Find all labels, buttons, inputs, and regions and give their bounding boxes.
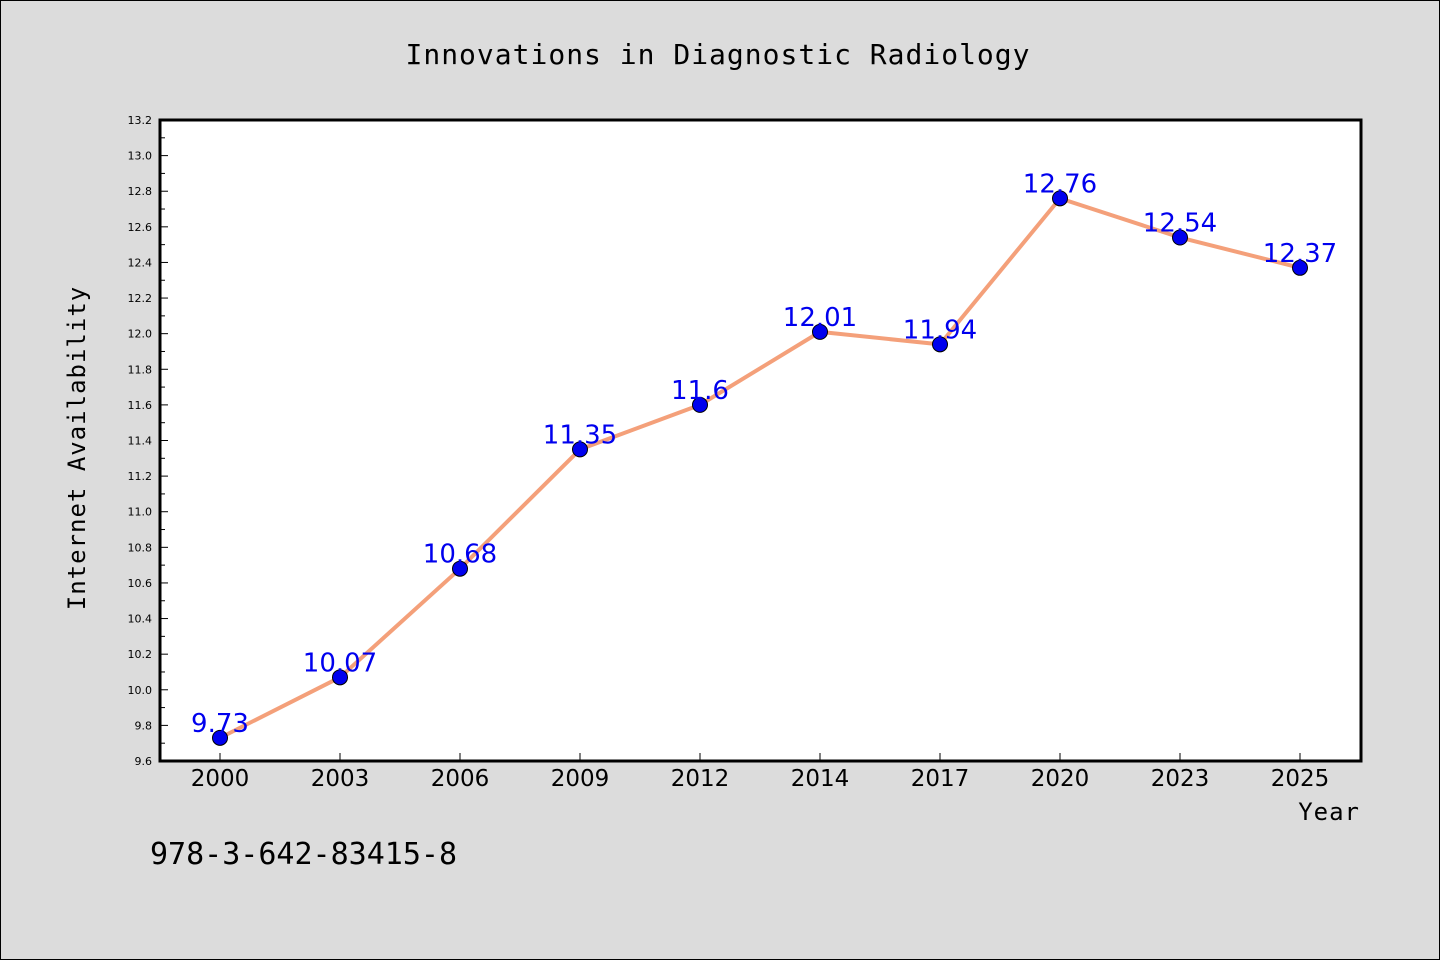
y-tick-label: 10.8 — [128, 541, 153, 554]
data-point — [692, 396, 708, 413]
x-tick-label: 2009 — [551, 766, 610, 792]
x-tick-label: 2012 — [671, 766, 730, 792]
plot-border — [158, 118, 1363, 763]
data-label: 11.35 — [543, 420, 617, 450]
y-tick-label: 11.6 — [128, 399, 153, 412]
plot-area — [160, 120, 1361, 761]
data-point — [452, 560, 468, 577]
data-point — [572, 441, 588, 458]
data-label: 10.07 — [303, 648, 377, 678]
x-tick-label: 2025 — [1271, 766, 1330, 792]
y-tick-label: 9.6 — [135, 755, 153, 768]
data-point — [1292, 259, 1308, 276]
y-tick-label: 10.4 — [128, 613, 153, 626]
y-tick-label: 13.0 — [128, 150, 153, 163]
x-tick-label: 2014 — [791, 766, 850, 792]
data-label: 11.94 — [903, 315, 977, 345]
data-point — [812, 323, 828, 340]
y-tick-label: 11.4 — [128, 435, 153, 448]
data-label: 10.68 — [423, 540, 497, 570]
y-tick-label: 9.8 — [135, 719, 153, 732]
data-point — [1172, 229, 1188, 246]
x-axis-label: Year — [1298, 798, 1360, 826]
data-point — [332, 669, 348, 686]
y-tick-label: 13.2 — [128, 114, 153, 127]
y-tick-label: 12.4 — [128, 256, 153, 269]
y-tick-label: 10.0 — [128, 684, 153, 697]
x-tick-label: 2020 — [1031, 766, 1090, 792]
x-tick-label: 2003 — [311, 766, 370, 792]
x-tick-label: 2000 — [191, 766, 250, 792]
data-label: 9.73 — [191, 709, 249, 739]
data-label: 11.6 — [671, 376, 729, 406]
y-axis-label: Internet Availability — [63, 286, 91, 610]
y-tick-label: 11.2 — [128, 470, 153, 483]
series-line — [219, 196, 1301, 740]
y-tick-label: 11.8 — [128, 363, 153, 376]
data-label: 12.54 — [1143, 209, 1217, 239]
x-axis: 2000 2003 2006 2009 2012 2014 2017 2020 2023 2025 — [191, 753, 1330, 792]
y-tick-label: 10.2 — [128, 648, 153, 661]
x-tick-label: 2017 — [911, 766, 970, 792]
y-tick-label: 10.6 — [128, 577, 153, 590]
x-tick-label: 2006 — [431, 766, 490, 792]
data-label: 12.01 — [783, 303, 857, 333]
y-tick-label: 12.0 — [128, 328, 153, 341]
footnote: 978-3-642-83415-8 — [150, 837, 457, 872]
data-label: 12.76 — [1023, 169, 1097, 199]
y-tick-label: 12.2 — [128, 292, 153, 305]
chart-title: Innovations in Diagnostic Radiology — [405, 38, 1030, 71]
data-point — [1052, 190, 1068, 207]
data-label: 12.37 — [1263, 239, 1337, 269]
y-tick-label: 11.0 — [128, 506, 153, 519]
data-point — [932, 336, 948, 353]
y-tick-label: 12.6 — [128, 221, 153, 234]
x-tick-label: 2023 — [1151, 766, 1210, 792]
series: 9.73 10.07 10.68 11.35 11.6 12.01 11.94 12.76 12… — [191, 169, 1337, 746]
data-point — [212, 729, 228, 746]
y-tick-label: 12.8 — [128, 185, 153, 198]
